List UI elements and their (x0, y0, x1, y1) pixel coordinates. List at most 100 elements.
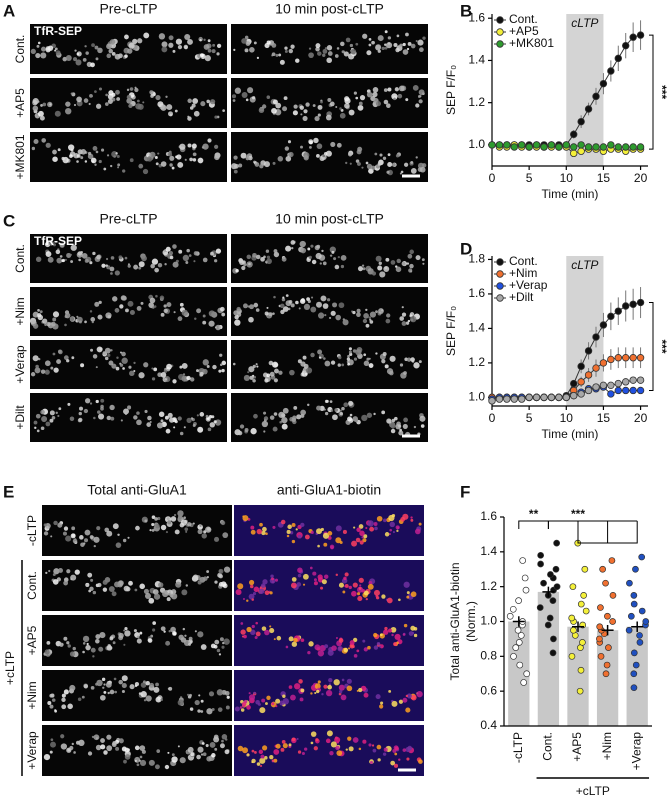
texture (199, 371, 204, 377)
texture (168, 42, 174, 48)
texture (248, 262, 251, 266)
texture (389, 528, 393, 532)
texture (224, 690, 230, 696)
texture (136, 638, 142, 644)
texture (269, 371, 275, 377)
texture (314, 644, 321, 651)
texture (373, 589, 380, 596)
texture (218, 369, 222, 373)
texture (73, 57, 78, 62)
texture (165, 531, 169, 534)
texture (308, 255, 312, 260)
texture (379, 153, 383, 157)
micrograph (231, 287, 428, 336)
texture (381, 410, 386, 415)
texture (142, 101, 145, 104)
texture (160, 419, 164, 423)
texture (324, 360, 331, 367)
texture (40, 409, 45, 415)
texture (39, 115, 45, 121)
texture (199, 53, 204, 58)
texture (246, 705, 251, 710)
data-point (614, 379, 622, 388)
texture (406, 591, 410, 595)
texture (109, 39, 116, 45)
texture (259, 522, 263, 527)
texture (413, 425, 417, 429)
legend-marker (496, 40, 504, 48)
texture (111, 591, 117, 597)
texture (187, 39, 193, 45)
data-point (607, 381, 615, 390)
texture (110, 416, 115, 421)
texture (266, 373, 271, 378)
texture (215, 324, 221, 331)
data-point (607, 312, 615, 321)
texture (334, 736, 341, 743)
texture (297, 534, 302, 539)
texture (365, 323, 370, 328)
texture (171, 756, 178, 763)
texture (64, 258, 67, 261)
texture (196, 308, 202, 314)
texture (110, 164, 113, 168)
texture (123, 629, 126, 632)
texture (136, 411, 140, 415)
data-point (622, 302, 630, 310)
texture (30, 48, 36, 55)
texture (200, 644, 207, 650)
texture (332, 414, 338, 421)
texture (385, 318, 391, 324)
texture (410, 315, 417, 323)
texture (273, 295, 276, 299)
texture (395, 154, 400, 158)
texture (295, 528, 298, 531)
texture (126, 748, 130, 752)
texture (336, 750, 343, 756)
texture (69, 745, 74, 751)
texture (341, 678, 345, 682)
data-point (609, 618, 616, 625)
texture (143, 699, 147, 702)
texture (386, 313, 391, 318)
texture (101, 148, 105, 152)
texture (155, 162, 159, 166)
column-header: 10 min post-cLTP (275, 1, 384, 17)
texture (127, 300, 134, 307)
data-point (629, 143, 637, 151)
texture (172, 379, 177, 384)
texture (42, 102, 47, 107)
texture (246, 626, 252, 633)
texture (209, 742, 216, 748)
texture (144, 409, 148, 414)
texture (107, 99, 113, 104)
texture (160, 104, 167, 111)
texture (173, 513, 177, 517)
texture (201, 742, 205, 745)
texture (409, 263, 414, 269)
texture (340, 264, 345, 269)
texture (110, 256, 115, 260)
texture (37, 110, 44, 117)
texture (119, 304, 124, 309)
texture (238, 163, 243, 168)
data-point (503, 141, 511, 149)
texture (348, 400, 354, 406)
texture (388, 689, 392, 693)
data-point (552, 565, 560, 573)
data-point (614, 143, 622, 151)
texture (349, 640, 355, 646)
data-point (638, 553, 646, 561)
texture (329, 101, 335, 107)
texture (298, 679, 303, 684)
texture (338, 582, 344, 588)
texture (134, 759, 137, 763)
texture (347, 354, 350, 358)
texture (190, 377, 195, 382)
texture (218, 582, 224, 587)
texture (313, 137, 319, 144)
texture (186, 693, 190, 696)
data-point (627, 612, 635, 620)
legend-label: +Nim (509, 266, 537, 280)
texture (281, 297, 286, 302)
